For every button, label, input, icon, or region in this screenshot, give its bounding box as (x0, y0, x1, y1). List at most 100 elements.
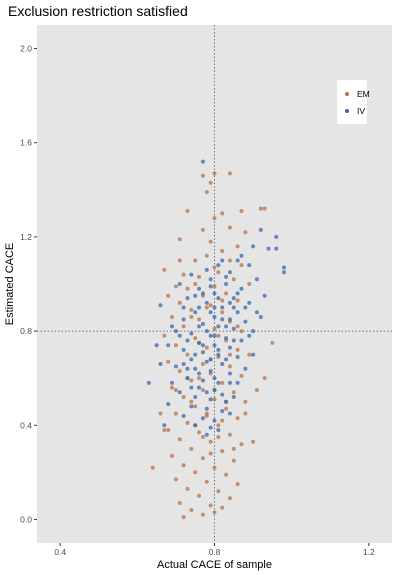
point-iv (220, 258, 225, 263)
point-iv (212, 376, 217, 381)
point-iv (185, 296, 190, 301)
point-iv (189, 404, 194, 409)
point-em (239, 209, 244, 214)
point-em (208, 451, 213, 456)
point-iv (200, 350, 205, 355)
point-em (212, 326, 217, 331)
point-iv (204, 390, 209, 395)
point-iv (227, 317, 232, 322)
point-iv (197, 371, 202, 376)
point-iv (258, 314, 263, 319)
point-iv (193, 293, 198, 298)
point-iv (235, 354, 240, 359)
point-iv (204, 359, 209, 364)
point-iv (239, 338, 244, 343)
point-em (173, 343, 178, 348)
point-em (204, 411, 209, 416)
point-em (216, 489, 221, 494)
point-em (227, 171, 232, 176)
point-em (173, 411, 178, 416)
point-em (173, 284, 178, 289)
point-iv (177, 333, 182, 338)
point-iv (254, 310, 259, 315)
point-em (181, 463, 186, 468)
point-iv (177, 282, 182, 286)
point-em (185, 352, 190, 357)
point-em (235, 482, 240, 487)
point-iv (266, 246, 271, 251)
point-em (227, 225, 232, 230)
point-iv (200, 159, 205, 164)
point-em (220, 418, 225, 423)
point-em (227, 352, 232, 357)
point-iv (158, 303, 163, 308)
point-em (227, 258, 232, 263)
point-em (193, 258, 198, 263)
point-em (204, 305, 209, 310)
legend-key-em (345, 92, 349, 96)
point-iv (231, 395, 236, 400)
point-em (235, 298, 240, 303)
point-iv (224, 324, 229, 329)
point-iv (193, 423, 198, 428)
point-iv (212, 418, 217, 423)
point-em (177, 369, 182, 374)
point-iv (158, 362, 163, 367)
point-iv (227, 270, 232, 275)
point-iv (212, 333, 217, 338)
point-em (239, 373, 244, 378)
point-iv (212, 314, 217, 319)
x-tick-label: 0.8 (209, 547, 221, 557)
point-em (270, 340, 275, 345)
point-em (173, 387, 178, 392)
point-iv (216, 380, 221, 385)
point-em (216, 333, 221, 338)
point-em (170, 385, 175, 390)
point-iv (227, 371, 232, 376)
point-iv (251, 352, 256, 357)
point-em (193, 336, 198, 341)
point-iv (224, 274, 229, 279)
point-em (220, 211, 225, 216)
point-iv (227, 345, 232, 350)
point-em (212, 216, 217, 221)
point-em (197, 274, 202, 279)
point-iv (185, 366, 190, 371)
point-iv (227, 411, 232, 416)
point-iv (220, 305, 225, 310)
point-em (212, 465, 217, 470)
y-tick-label: 1.2 (20, 232, 32, 242)
x-tick-label: 1.2 (363, 547, 375, 557)
point-iv (208, 277, 213, 282)
point-em (220, 310, 225, 315)
point-iv (239, 253, 244, 258)
point-iv (185, 376, 190, 381)
point-iv (204, 300, 209, 305)
point-iv (235, 380, 240, 385)
point-em (181, 324, 186, 329)
series-em (150, 171, 275, 520)
point-em (216, 423, 221, 428)
y-tick-label: 2.0 (20, 44, 32, 54)
point-iv (251, 244, 256, 249)
point-em (235, 244, 240, 249)
point-iv (281, 270, 286, 275)
point-iv (173, 364, 178, 369)
point-em (235, 324, 240, 329)
point-iv (212, 305, 217, 310)
point-iv (193, 352, 198, 357)
point-iv (208, 284, 213, 289)
point-iv (200, 378, 205, 383)
point-em (185, 420, 190, 425)
point-iv (197, 385, 202, 390)
point-iv (208, 369, 213, 374)
point-em (258, 206, 263, 211)
point-em (208, 439, 213, 444)
point-em (177, 500, 182, 505)
point-iv (220, 317, 225, 322)
chart-title: Exclusion restriction satisfied (8, 3, 188, 19)
point-em (177, 300, 182, 305)
point-iv (200, 322, 205, 327)
point-em (197, 430, 202, 435)
